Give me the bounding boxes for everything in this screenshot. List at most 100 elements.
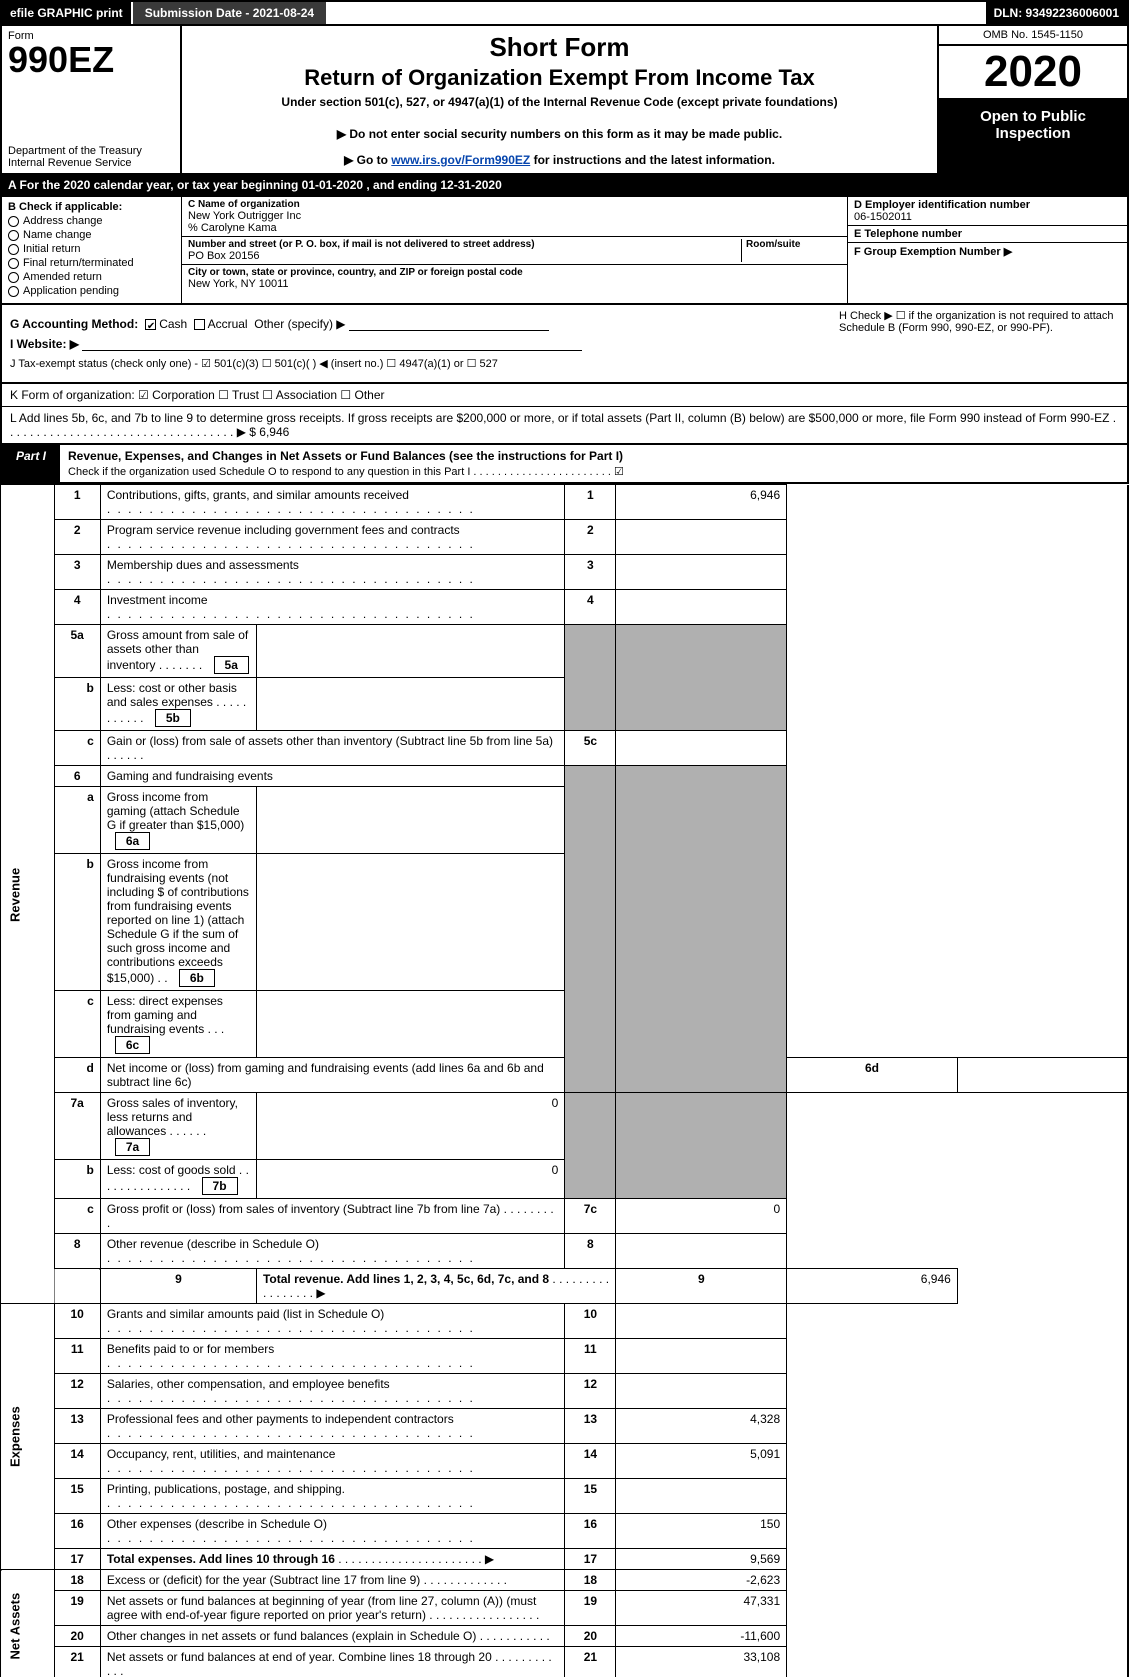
ln-6-desc: Gaming and fundraising events — [100, 766, 564, 787]
chk-accrual[interactable] — [194, 319, 205, 330]
lbl-final-return: Final return/terminated — [23, 257, 134, 269]
subtitle-link: ▶ Go to www.irs.gov/Form990EZ for instru… — [190, 153, 929, 167]
irs-link[interactable]: www.irs.gov/Form990EZ — [391, 153, 530, 167]
ln-2-col: 2 — [565, 520, 616, 555]
ln-3-col: 3 — [565, 555, 616, 590]
ln-15-col: 15 — [565, 1479, 616, 1514]
ln-12-no: 12 — [54, 1374, 100, 1409]
ln-5b-amt — [256, 678, 564, 731]
ln-12-amt — [616, 1374, 787, 1409]
lbl-other: Other (specify) ▶ — [254, 317, 345, 331]
lbl-accrual: Accrual — [208, 317, 248, 331]
ln-19-desc: Net assets or fund balances at beginning… — [107, 1594, 537, 1622]
ln-1-no: 1 — [54, 485, 100, 520]
ln-16-col: 16 — [565, 1514, 616, 1549]
chk-address-change[interactable] — [8, 216, 19, 227]
chk-amended-return[interactable] — [8, 272, 19, 283]
ln-15-no: 15 — [54, 1479, 100, 1514]
submission-date: Submission Date - 2021-08-24 — [131, 2, 326, 24]
ln-6d-no: d — [54, 1058, 100, 1093]
ln-6-no: 6 — [54, 766, 100, 787]
ln-14-amt: 5,091 — [616, 1444, 787, 1479]
ln-5b-desc: Less: cost or other basis and sales expe… — [107, 681, 237, 709]
ln-6d-desc: Net income or (loss) from gaming and fun… — [100, 1058, 564, 1093]
ln-7c-no: c — [54, 1199, 100, 1234]
ln-15-desc: Printing, publications, postage, and shi… — [107, 1482, 345, 1496]
ln-6c-amt — [256, 991, 564, 1058]
tax-year: 2020 — [939, 46, 1127, 100]
ln-18-amt: -2,623 — [616, 1570, 787, 1591]
chk-final-return[interactable] — [8, 258, 19, 269]
ln-20-desc: Other changes in net assets or fund bala… — [107, 1629, 477, 1643]
ln-16-amt: 150 — [616, 1514, 787, 1549]
ln-5c-desc: Gain or (loss) from sale of assets other… — [107, 734, 553, 748]
street-label: Number and street (or P. O. box, if mail… — [188, 239, 741, 250]
chk-initial-return[interactable] — [8, 244, 19, 255]
tax-period: A For the 2020 calendar year, or tax yea… — [0, 175, 1129, 197]
ln-19-amt: 47,331 — [616, 1591, 787, 1626]
ln-4-col: 4 — [565, 590, 616, 625]
subtitle-ssn-warning: ▶ Do not enter social security numbers o… — [190, 127, 929, 141]
room-label: Room/suite — [746, 239, 841, 250]
title-return: Return of Organization Exempt From Incom… — [190, 65, 929, 91]
box-b: B Check if applicable: Address change Na… — [2, 197, 182, 303]
ln-10-amt — [616, 1304, 787, 1339]
efile-badge[interactable]: efile GRAPHIC print — [2, 2, 131, 24]
website-input[interactable] — [82, 337, 582, 351]
ln-8-desc: Other revenue (describe in Schedule O) — [107, 1237, 319, 1251]
ln-21-desc: Net assets or fund balances at end of ye… — [107, 1650, 492, 1664]
ln-8-amt — [616, 1234, 787, 1269]
line-h: H Check ▶ ☐ if the organization is not r… — [839, 309, 1119, 334]
part-1-title-text: Revenue, Expenses, and Changes in Net As… — [68, 449, 623, 463]
ln-10-col: 10 — [565, 1304, 616, 1339]
ln-6d-amt — [957, 1058, 1128, 1093]
ln-7a-amt: 0 — [256, 1093, 564, 1160]
line-j: J Tax-exempt status (check only one) - ☑… — [10, 357, 1119, 370]
chk-cash[interactable] — [145, 319, 156, 330]
ln-20-col: 20 — [565, 1626, 616, 1647]
ln-6b-amt — [256, 854, 564, 991]
ln-14-no: 14 — [54, 1444, 100, 1479]
ln-17-amt: 9,569 — [616, 1549, 787, 1570]
ln-3-desc: Membership dues and assessments — [107, 558, 299, 572]
ln-5c-no: c — [54, 731, 100, 766]
ln-10-desc: Grants and similar amounts paid (list in… — [107, 1307, 384, 1321]
ln-6a-amt — [256, 787, 564, 854]
dln-badge: DLN: 93492236006001 — [986, 2, 1127, 24]
ln-19-no: 19 — [54, 1591, 100, 1626]
ln-3-no: 3 — [54, 555, 100, 590]
ln-8-col: 8 — [565, 1234, 616, 1269]
ln-15-amt — [616, 1479, 787, 1514]
ln-1-col: 1 — [565, 485, 616, 520]
side-netassets: Net Assets — [1, 1570, 54, 1677]
city-value: New York, NY 10011 — [188, 278, 841, 290]
part-1-label: Part I — [2, 445, 60, 482]
ln-9-desc: Total revenue. Add lines 1, 2, 3, 4, 5c,… — [263, 1272, 549, 1286]
omb-number: OMB No. 1545-1150 — [939, 26, 1127, 46]
entity-block: B Check if applicable: Address change Na… — [0, 197, 1129, 305]
ln-13-col: 13 — [565, 1409, 616, 1444]
ln-17-col: 17 — [565, 1549, 616, 1570]
ln-5b-no: b — [54, 678, 100, 731]
part-1-table: Revenue 1 Contributions, gifts, grants, … — [0, 484, 1129, 1677]
ln-11-desc: Benefits paid to or for members — [107, 1342, 274, 1356]
lbl-address-change: Address change — [23, 215, 103, 227]
line-k: K Form of organization: ☑ Corporation ☐ … — [0, 384, 1129, 407]
ln-5a-no: 5a — [54, 625, 100, 678]
ln-9-amt: 6,946 — [787, 1269, 958, 1304]
chk-application-pending[interactable] — [8, 286, 19, 297]
ein-value: 06-1502011 — [854, 211, 1121, 223]
ln-9-col: 9 — [616, 1269, 787, 1304]
ln-21-amt: 33,108 — [616, 1647, 787, 1677]
other-specify-input[interactable] — [349, 317, 549, 331]
chk-name-change[interactable] — [8, 230, 19, 241]
org-name: New York Outrigger Inc — [188, 210, 841, 222]
header-center: Short Form Return of Organization Exempt… — [182, 26, 937, 173]
ln-16-no: 16 — [54, 1514, 100, 1549]
city-label: City or town, state or province, country… — [188, 267, 841, 278]
ln-7b-no: b — [54, 1160, 100, 1199]
ln-2-amt — [616, 520, 787, 555]
lbl-application-pending: Application pending — [23, 285, 119, 297]
ln-2-desc: Program service revenue including govern… — [107, 523, 460, 537]
ln-7c-desc: Gross profit or (loss) from sales of inv… — [107, 1202, 500, 1216]
